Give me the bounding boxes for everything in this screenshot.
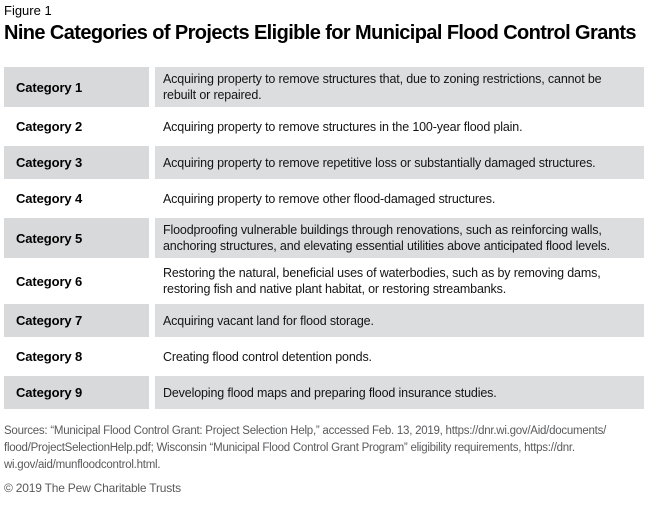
table-row: Category 3 Acquiring property to remove … <box>4 146 644 179</box>
description-cell: Acquiring property to remove structures … <box>155 67 644 107</box>
category-cell: Category 3 <box>4 146 149 179</box>
description-cell: Acquiring vacant land for flood storage. <box>155 304 644 337</box>
description-cell: Floodproofing vulnerable buildings throu… <box>155 218 644 258</box>
category-cell: Category 2 <box>4 110 149 143</box>
table-row: Category 6 Restoring the natural, benefi… <box>4 261 644 301</box>
figure-label: Figure 1 <box>4 3 52 18</box>
table-row: Category 7 Acquiring vacant land for flo… <box>4 304 644 337</box>
table-row: Category 4 Acquiring property to remove … <box>4 182 644 215</box>
table-row: Category 9 Developing flood maps and pre… <box>4 376 644 409</box>
category-cell: Category 8 <box>4 340 149 373</box>
category-cell: Category 5 <box>4 218 149 258</box>
table-row: Category 8 Creating flood control detent… <box>4 340 644 373</box>
sources-line-1: Sources: “Municipal Flood Control Grant:… <box>4 425 607 437</box>
description-cell: Developing flood maps and preparing floo… <box>155 376 644 409</box>
sources-line-3: wi.gov/aid/munfloodcontrol.html. <box>4 459 161 471</box>
category-cell: Category 6 <box>4 261 149 301</box>
description-cell: Acquiring property to remove repetitive … <box>155 146 644 179</box>
category-cell: Category 9 <box>4 376 149 409</box>
categories-table: Category 1 Acquiring property to remove … <box>4 67 644 409</box>
copyright-note: © 2019 The Pew Charitable Trusts <box>4 481 181 495</box>
sources-line-2: flood/ProjectSelectionHelp.pdf; Wisconsi… <box>4 442 575 454</box>
description-cell: Restoring the natural, beneficial uses o… <box>155 261 644 301</box>
category-cell: Category 4 <box>4 182 149 215</box>
sources-note: Sources: “Municipal Flood Control Grant:… <box>4 423 650 474</box>
table-row: Category 5 Floodproofing vulnerable buil… <box>4 218 644 258</box>
category-cell: Category 7 <box>4 304 149 337</box>
figure-title: Nine Categories of Projects Eligible for… <box>4 22 637 44</box>
table-row: Category 1 Acquiring property to remove … <box>4 67 644 107</box>
description-cell: Acquiring property to remove other flood… <box>155 182 644 215</box>
category-cell: Category 1 <box>4 67 149 107</box>
description-cell: Creating flood control detention ponds. <box>155 340 644 373</box>
table-row: Category 2 Acquiring property to remove … <box>4 110 644 143</box>
description-cell: Acquiring property to remove structures … <box>155 110 644 143</box>
